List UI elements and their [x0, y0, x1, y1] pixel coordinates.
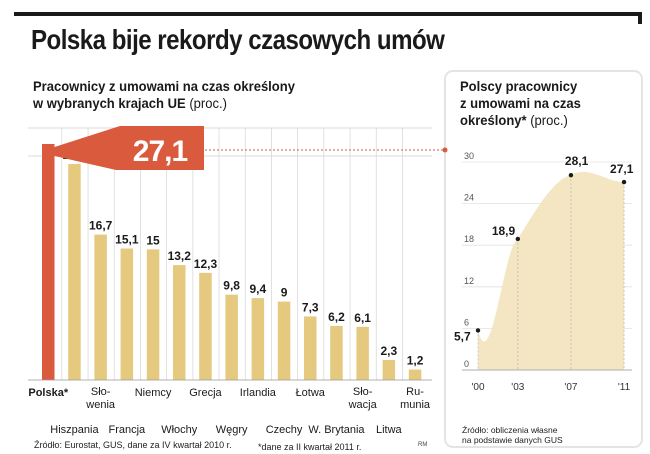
category-label: Sło-wacja — [348, 386, 378, 411]
bar-3 — [120, 248, 134, 380]
category-label-line: munia — [400, 399, 431, 411]
bar-9 — [277, 301, 291, 380]
bar-10 — [304, 316, 317, 380]
bar-4 — [146, 249, 160, 380]
bar-value-label: 9,8 — [223, 279, 240, 293]
category-label-line: wenia — [85, 399, 116, 411]
area-ytick-label: 18 — [464, 234, 474, 244]
bar-0 — [42, 144, 55, 380]
bar-value-label: 2,3 — [381, 344, 398, 358]
right-unit: (proc.) — [530, 112, 568, 128]
right-source-line2: na podstawie danych GUS — [462, 435, 563, 445]
area-xtick-label: '07 — [564, 382, 577, 393]
area-value-label: 28,1 — [565, 154, 589, 168]
category-label: Sło-wenia — [85, 386, 116, 411]
left-footnote: *dane za II kwartał 2011 r. — [258, 442, 362, 452]
bar-value-label: 7,3 — [302, 300, 319, 314]
highlight-callout — [54, 126, 204, 170]
bar-value-label: 15 — [146, 233, 160, 247]
bar-value-label: 9,4 — [250, 282, 267, 296]
area-ytick-label: 30 — [464, 151, 474, 161]
area-point — [568, 172, 574, 178]
right-chart-title: Polscy pracownicy z umowami na czas okre… — [460, 78, 581, 129]
area-value-label: 5,7 — [454, 329, 471, 343]
right-source: Źródło: obliczenia własne na podstawie d… — [462, 425, 563, 445]
bar-value-label: 16,7 — [89, 219, 113, 233]
bar-value-label: 9 — [281, 286, 288, 300]
bar-13 — [382, 359, 396, 380]
right-title-line1: Polscy pracownicy — [460, 78, 578, 94]
bar-12 — [356, 326, 369, 380]
area-point — [621, 179, 627, 185]
category-label: Węgry — [216, 424, 248, 436]
category-label: W. Brytania — [308, 424, 365, 436]
bar-6 — [199, 272, 212, 380]
right-source-line1: Źródło: obliczenia własne — [462, 425, 558, 435]
bar-value-label: 15,1 — [115, 233, 139, 247]
category-label: Niemcy — [135, 387, 172, 399]
area-value-label: 18,9 — [492, 224, 516, 238]
category-label: Łotwa — [296, 387, 326, 399]
category-label: Litwa — [376, 424, 403, 436]
area-value-label: 27,1 — [610, 162, 634, 176]
bar-8 — [251, 298, 265, 380]
area-xtick-label: '11 — [618, 382, 631, 393]
area-ytick-label: 6 — [464, 317, 469, 327]
connector-dot — [442, 147, 448, 153]
left-title-line1: Pracownicy z umowami na czas określony — [33, 78, 295, 94]
area-point — [475, 328, 481, 333]
highlight-value: 27,1 — [133, 135, 188, 168]
category-label-line: Ru- — [406, 386, 424, 398]
area-fill — [478, 171, 625, 370]
right-title-line3: określony* — [460, 112, 527, 128]
bar-value-label: 6,2 — [328, 310, 345, 324]
category-label: Hiszpania — [50, 424, 99, 436]
left-chart-title: Pracownicy z umowami na czas określony w… — [33, 78, 295, 112]
bar-value-label: 6,1 — [354, 311, 371, 325]
headline: Polska bije rekordy czasowych umów — [31, 24, 445, 55]
top-rule-tick — [638, 12, 642, 24]
category-label: Włochy — [161, 424, 198, 436]
bar-11 — [330, 326, 343, 380]
right-title-line2: z umowami na czas — [460, 95, 581, 111]
category-label-line: wacja — [348, 399, 378, 411]
bar-value-label: 1,2 — [407, 354, 424, 368]
left-unit: (proc.) — [189, 95, 227, 111]
bar-value-label: 12,3 — [194, 257, 218, 271]
area-xtick-label: '03 — [511, 382, 524, 393]
area-ytick-label: 0 — [464, 359, 469, 369]
category-label: Francja — [109, 424, 147, 436]
category-label-line: Sło- — [353, 386, 373, 398]
area-point — [515, 236, 521, 242]
category-label: Irlandia — [240, 387, 277, 399]
area-xtick-label: '00 — [471, 382, 484, 393]
category-label: Czechy — [266, 424, 303, 436]
bar-value-label: 13,2 — [168, 249, 192, 263]
category-label: Grecja — [189, 387, 222, 399]
bar-14 — [408, 369, 422, 380]
area-ytick-label: 12 — [464, 276, 474, 286]
category-label-line: Sło- — [91, 386, 111, 398]
bar-2 — [94, 234, 107, 380]
left-source: Źródło: Eurostat, GUS, dane za IV kwarta… — [34, 440, 232, 450]
bar-1 — [68, 164, 81, 380]
bar-5 — [173, 265, 186, 380]
bar-7 — [225, 294, 238, 380]
top-rule — [14, 12, 642, 16]
left-title-line2: w wybranych krajach UE — [33, 95, 186, 111]
area-ytick-label: 24 — [464, 193, 474, 203]
category-label: Polska* — [28, 387, 68, 399]
credit: RM — [418, 442, 428, 448]
category-label: Ru-munia — [400, 386, 431, 411]
